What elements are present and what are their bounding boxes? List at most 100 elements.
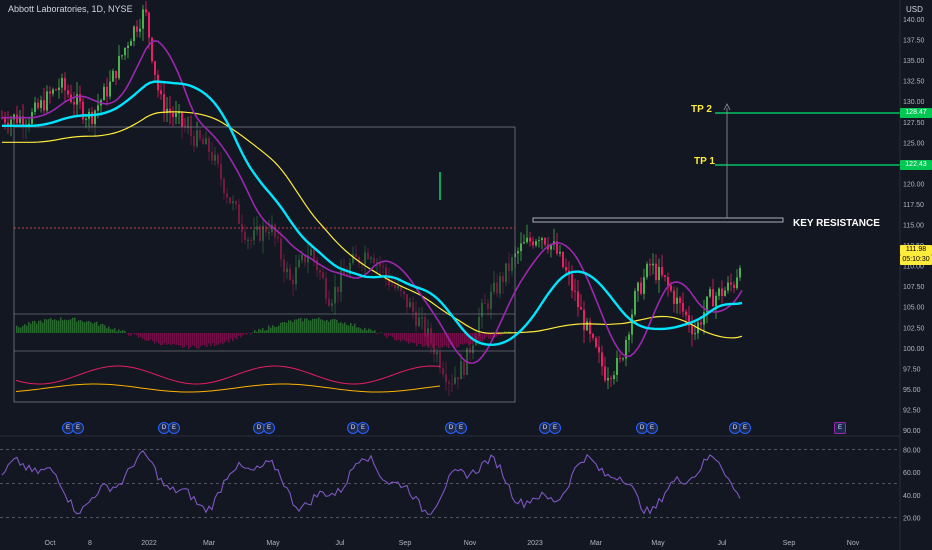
candle-body	[637, 282, 639, 292]
inset-histogram-bar	[462, 333, 464, 345]
candle-body	[652, 263, 654, 266]
price-axis-label: 132.50	[903, 79, 925, 86]
inset-histogram-bar	[280, 322, 282, 333]
earnings-icon[interactable]: E	[455, 422, 467, 434]
inset-histogram-bar	[282, 322, 284, 333]
candle-body	[538, 240, 540, 242]
earnings-icon[interactable]: E	[168, 422, 180, 434]
earnings-icon[interactable]: E	[72, 422, 84, 434]
dividend-icon[interactable]: D	[158, 422, 170, 434]
inset-histogram-bar	[22, 325, 24, 333]
candle-body	[151, 37, 153, 62]
inset-histogram-bar	[70, 319, 72, 333]
price-axis-label: 117.50	[903, 202, 924, 209]
inset-histogram-bar	[254, 330, 256, 333]
inset-histogram-bar	[266, 329, 268, 333]
inset-histogram-bar	[26, 325, 28, 333]
candle-body	[154, 61, 156, 75]
candle-body	[676, 297, 678, 304]
inset-histogram-bar	[334, 319, 336, 333]
inset-histogram-bar	[484, 333, 486, 340]
inset-histogram-bar	[98, 325, 100, 333]
candle-body	[574, 290, 576, 292]
inset-histogram-bar	[300, 318, 302, 333]
rsi-axis-label: 20.00	[903, 516, 921, 523]
inset-histogram-bar	[174, 333, 176, 345]
inset-histogram-bar	[120, 331, 122, 333]
inset-histogram-bar	[410, 333, 412, 343]
tp1-price-tag: 122.43	[900, 160, 932, 170]
inset-histogram-bar	[224, 333, 226, 343]
candle-body	[634, 291, 636, 315]
candle-body	[109, 81, 111, 97]
inset-histogram-bar	[246, 333, 248, 335]
inset-histogram-bar	[446, 333, 448, 347]
candle-body	[640, 282, 642, 294]
rsi-axis-label: 60.00	[903, 470, 921, 477]
candle-body	[169, 108, 171, 113]
earnings-icon[interactable]: E	[834, 422, 846, 434]
last-price-tag: 111.98	[900, 245, 932, 255]
candle-body	[730, 282, 732, 285]
chart-title: Abbott Laboratories, 1D, NYSE	[8, 4, 133, 14]
inset-histogram-bar	[386, 333, 388, 339]
candle-body	[517, 251, 519, 254]
inset-histogram-bar	[276, 326, 278, 333]
candle-body	[127, 45, 129, 49]
candle-body	[562, 252, 564, 268]
earnings-icon[interactable]: E	[549, 422, 561, 434]
inset-histogram-bar	[250, 333, 252, 335]
inset-histogram-bar	[374, 330, 376, 333]
candle-body	[55, 89, 57, 91]
inset-histogram-bar	[364, 327, 366, 333]
earnings-icon[interactable]: E	[646, 422, 658, 434]
countdown-tag: 05:10:30	[900, 255, 932, 265]
inset-histogram-bar	[332, 319, 334, 333]
price-axis-label: 102.50	[903, 325, 925, 332]
inset-histogram-bar	[168, 333, 170, 344]
inset-histogram-bar	[320, 319, 322, 333]
inset-histogram-bar	[64, 319, 66, 333]
earnings-icon[interactable]: E	[739, 422, 751, 434]
tp1-label: TP 1	[694, 156, 715, 167]
inset-histogram-bar	[414, 333, 416, 344]
price-axis-label: 140.00	[903, 17, 925, 24]
inset-histogram-bar	[492, 333, 494, 339]
time-axis-label: Sep	[399, 540, 412, 547]
inset-histogram-bar	[504, 331, 506, 333]
candle-body	[523, 242, 525, 244]
candle-body	[82, 101, 84, 120]
earnings-icon[interactable]: E	[263, 422, 275, 434]
inset-histogram-bar	[32, 321, 34, 333]
candle-body	[94, 110, 96, 125]
earnings-icon[interactable]: E	[357, 422, 369, 434]
inset-histogram-bar	[398, 333, 400, 340]
inset-histogram-bar	[278, 325, 280, 333]
inset-histogram-bar	[160, 333, 162, 346]
inset-histogram-bar	[58, 320, 60, 333]
candle-body	[34, 102, 36, 113]
candle-body	[595, 337, 597, 347]
key-resistance-label: KEY RESISTANCE	[793, 218, 880, 229]
candle-body	[175, 113, 177, 118]
candle-body	[679, 297, 681, 303]
price-axis-label: 95.00	[903, 387, 921, 394]
inset-histogram-bar	[206, 333, 208, 347]
candle-body	[610, 378, 612, 380]
candle-body	[724, 290, 726, 297]
candle-body	[46, 91, 48, 111]
candle-body	[526, 237, 528, 243]
inset-histogram-bar	[336, 319, 338, 333]
inset-histogram-bar	[304, 318, 306, 333]
ma-yellow-line	[2, 111, 743, 339]
inset-histogram-bar	[502, 333, 504, 335]
inset-histogram-bar	[302, 321, 304, 333]
inset-histogram-bar	[88, 321, 90, 333]
inset-histogram-bar	[412, 333, 414, 344]
inset-histogram-bar	[172, 333, 174, 345]
candle-body	[67, 90, 69, 95]
rsi-pane	[0, 448, 900, 518]
inset-histogram-bar	[184, 333, 186, 347]
inset-histogram-bar	[226, 333, 228, 341]
